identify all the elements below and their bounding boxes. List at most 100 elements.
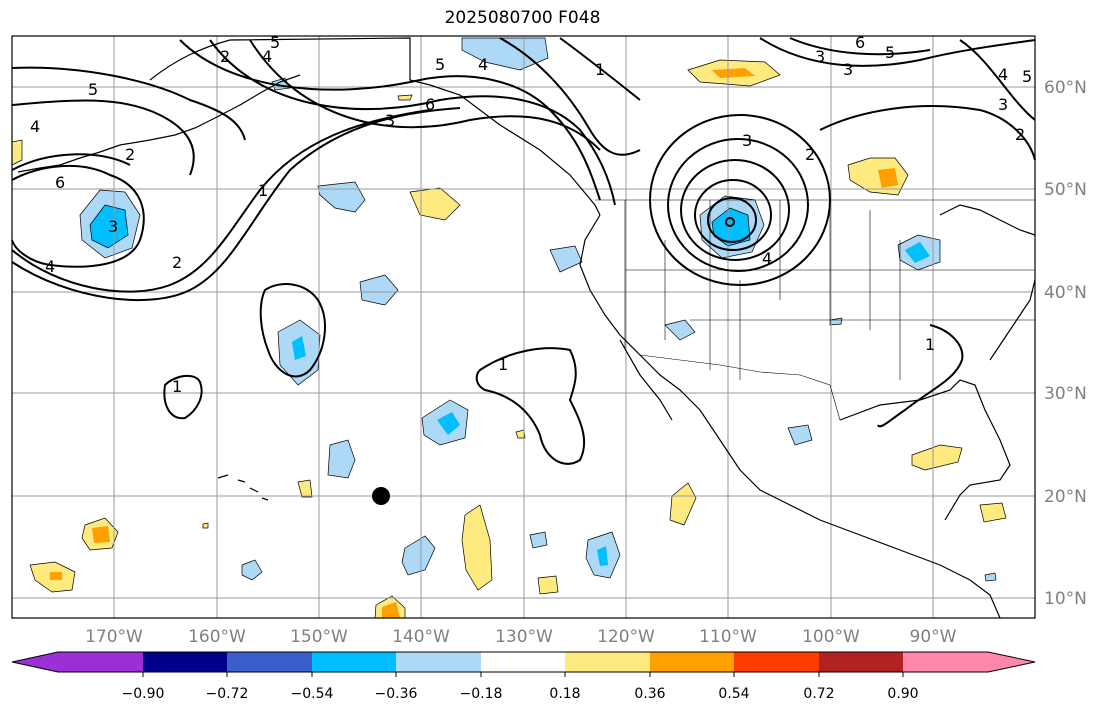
lat-label-40n: 40°N [1044,283,1087,303]
colorbar-extend-max [903,652,1035,672]
contour-label: 1 [595,60,605,79]
shade-orange-v [382,602,400,618]
map-title: 2025080700 F048 [444,8,601,28]
colorbar-tick-label: −0.18 [460,686,503,702]
graticule [12,36,1035,618]
contour-label: 6 [55,173,65,192]
colorbar-extend-min [12,652,143,672]
contour-label: 5 [1022,67,1032,86]
contour-gulf [877,324,964,428]
contour-label: 3 [742,131,752,150]
colorbar-tick-label: −0.54 [291,686,334,702]
contour-ne-3 [819,105,1036,161]
shade-orange-north [712,68,755,78]
contour-label: 5 [435,55,445,74]
colorbar-segment [227,652,312,672]
shade-yellow-l [669,482,697,526]
shade-cyan-h [437,412,460,435]
state-lines [624,200,1035,380]
colorbar-tick-label: 0.18 [549,686,580,702]
contour-pac-2 [163,374,203,420]
borders [409,38,1035,421]
east-coast [989,279,1036,361]
alaska-coast [149,37,601,216]
contour-label: 2 [805,145,815,164]
colorbar-tick-label: −0.36 [375,686,418,702]
colorbar-tick-labels: −0.90 −0.72 −0.54 −0.36 −0.18 0.18 0.36 … [122,686,919,702]
contour-west-1 [11,66,246,141]
lat-label-30n: 30°N [1044,384,1087,404]
contour-west-2 [11,99,195,176]
colorbar-segment [481,652,565,672]
shade-yellow-n [461,504,493,591]
lat-label-50n: 50°N [1044,180,1087,200]
coastlines [17,37,1036,619]
shade-blue-b [359,274,399,306]
lon-label-140w: 140°W [392,627,450,647]
contour-ne-1 [759,37,1036,67]
contour-label: 4 [478,55,488,74]
contours [11,37,1036,465]
colorbar-segment [143,652,227,672]
lon-label-170w: 170°W [85,627,143,647]
shade-yellow-tiny2 [515,429,526,439]
longitude-labels: 170°W 160°W 150°W 140°W 130°W 120°W 110°… [85,627,957,647]
lon-label-160w: 160°W [188,627,246,647]
shade-orange-s [50,572,62,580]
shade-blue-north [461,37,549,71]
shade-blue-i [327,439,356,479]
contour-pac-1 [259,283,326,378]
colorbar-tick-label: −0.72 [206,686,249,702]
contour-label: 3 [108,217,118,236]
shade-blue-p [401,535,436,576]
low-ring-4 [694,179,772,251]
contour-label: 4 [998,65,1008,84]
great-lakes [939,204,1036,236]
contour-label: 2 [125,145,135,164]
contour-arc-2 [209,39,616,206]
map-frame [11,35,1036,619]
lat-label-10n: 10°N [1044,589,1087,609]
us-mexico-border [639,354,841,421]
shade-orange-ne [878,168,898,188]
west-coast [579,214,1001,619]
contour-label: 3 [843,60,853,79]
contour-label: 2 [172,253,182,272]
contour-label: 6 [855,33,865,52]
shade-blue-o [529,531,548,549]
contour-west-4 [11,153,131,171]
shade-blue-f [664,319,696,341]
colorbar-tick-label: 0.90 [887,686,918,702]
contour-labels: 5 4 2 6 3 4 2 1 2 4 5 5 4 6 3 1 3 2 4 3 … [30,33,1032,396]
shade-yellow-tiny [397,94,413,101]
location-marker [372,487,390,505]
contour-label: 5 [270,33,280,52]
contour-label: 4 [262,47,272,66]
low-ring-2 [667,138,809,272]
colorbar-outline [11,651,1036,673]
lat-label-60n: 60°N [1044,78,1087,98]
low-ring-1 [649,114,831,286]
contour-ne-4 [959,39,1036,121]
colorbar-tick-label: 0.72 [803,686,834,702]
shade-yellow-k [297,479,313,498]
contour-label: 3 [385,111,395,130]
lat-label-20n: 20°N [1044,487,1087,507]
shade-cyan-c [292,336,306,360]
contour-north-1 [499,37,641,156]
colorbar-segment [650,652,734,672]
shade-yellow-r [979,502,1007,523]
contour-label: 1 [925,335,935,354]
colorbar-segment [819,652,903,672]
shade-blue-t [241,559,263,581]
contour-pac-3 [475,347,586,465]
contour-label: 2 [1015,125,1025,144]
colorbar [11,651,1036,677]
contour-label: 1 [172,377,182,396]
contour-arc-3 [249,39,601,151]
contour-label: 3 [815,47,825,66]
low-ring-6 [725,217,735,227]
contour-label: 6 [425,95,435,114]
contour-label: 2 [220,47,230,66]
